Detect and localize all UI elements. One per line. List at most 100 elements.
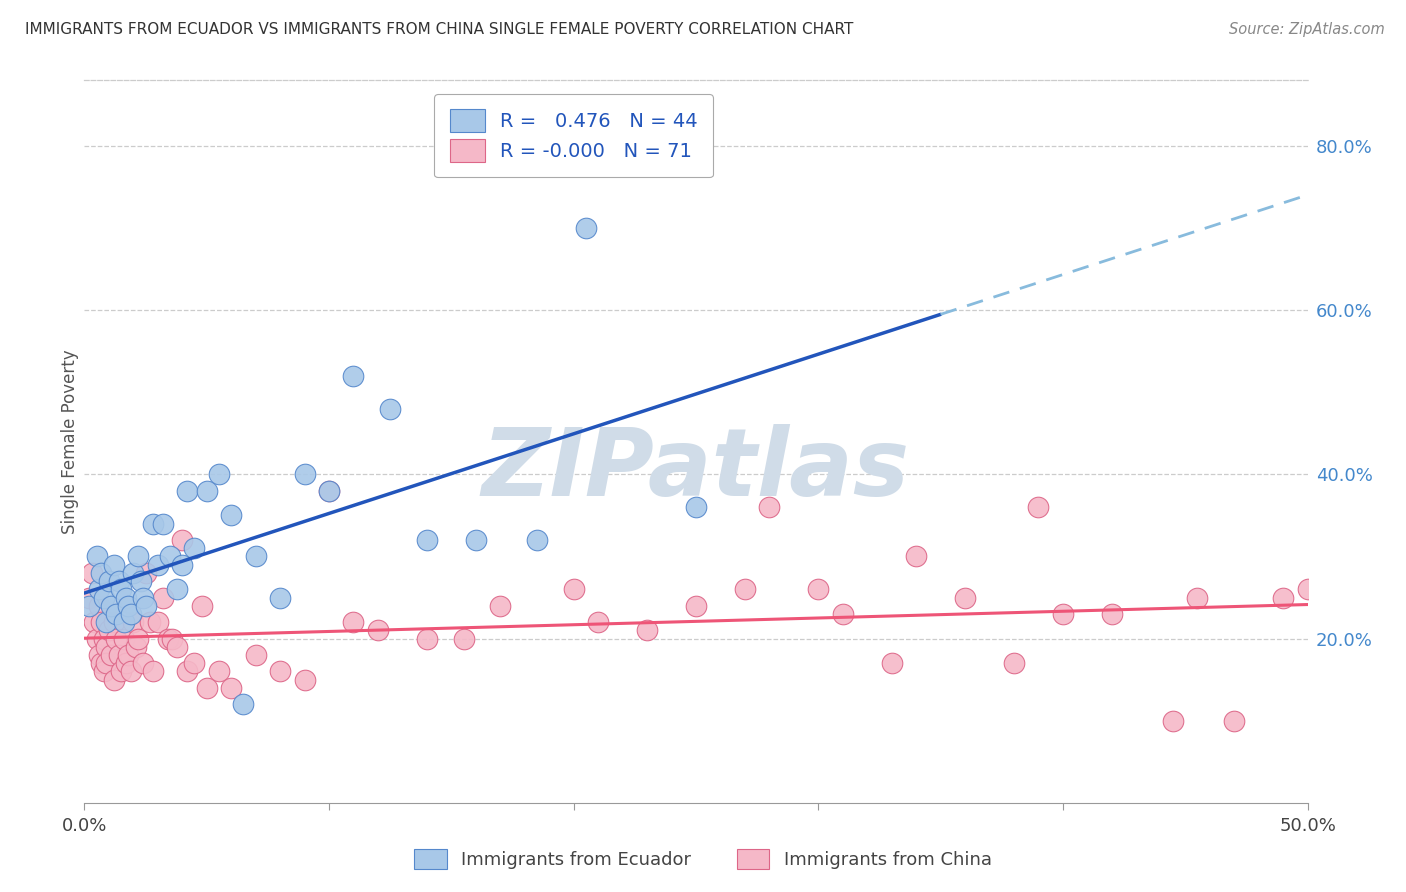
Point bbox=[489, 599, 512, 613]
Point bbox=[112, 615, 135, 630]
Point bbox=[172, 558, 194, 572]
Point bbox=[685, 500, 707, 515]
Point bbox=[96, 640, 118, 654]
Point bbox=[115, 591, 138, 605]
Point bbox=[166, 582, 188, 597]
Point bbox=[1187, 591, 1209, 605]
Point bbox=[152, 516, 174, 531]
Point bbox=[105, 607, 128, 621]
Point bbox=[127, 549, 149, 564]
Point bbox=[195, 681, 218, 695]
Point bbox=[269, 591, 291, 605]
Point bbox=[318, 483, 340, 498]
Point bbox=[195, 483, 218, 498]
Point bbox=[93, 632, 115, 646]
Point bbox=[93, 665, 115, 679]
Point bbox=[120, 607, 142, 621]
Text: IMMIGRANTS FROM ECUADOR VS IMMIGRANTS FROM CHINA SINGLE FEMALE POVERTY CORRELATI: IMMIGRANTS FROM ECUADOR VS IMMIGRANTS FR… bbox=[25, 22, 853, 37]
Point bbox=[117, 599, 139, 613]
Point bbox=[103, 673, 125, 687]
Point bbox=[139, 615, 162, 630]
Point bbox=[342, 368, 364, 383]
Point bbox=[132, 657, 155, 671]
Point bbox=[1296, 582, 1319, 597]
Point bbox=[152, 591, 174, 605]
Point bbox=[90, 566, 112, 580]
Point bbox=[905, 549, 928, 564]
Point bbox=[232, 698, 254, 712]
Point bbox=[685, 599, 707, 613]
Point bbox=[146, 615, 169, 630]
Point bbox=[208, 665, 231, 679]
Point bbox=[294, 673, 316, 687]
Point bbox=[96, 657, 118, 671]
Point bbox=[127, 632, 149, 646]
Point bbox=[80, 566, 103, 580]
Point bbox=[156, 632, 179, 646]
Point bbox=[103, 615, 125, 630]
Point bbox=[1272, 591, 1295, 605]
Point bbox=[318, 483, 340, 498]
Point bbox=[575, 221, 598, 235]
Point bbox=[90, 657, 112, 671]
Point bbox=[103, 558, 125, 572]
Point bbox=[831, 607, 853, 621]
Point bbox=[100, 648, 122, 662]
Point bbox=[191, 599, 214, 613]
Point bbox=[1028, 500, 1050, 515]
Point bbox=[245, 648, 267, 662]
Legend: Immigrants from Ecuador, Immigrants from China: Immigrants from Ecuador, Immigrants from… bbox=[405, 839, 1001, 879]
Point bbox=[1002, 657, 1025, 671]
Point bbox=[219, 681, 242, 695]
Point bbox=[90, 615, 112, 630]
Text: Source: ZipAtlas.com: Source: ZipAtlas.com bbox=[1229, 22, 1385, 37]
Point bbox=[120, 665, 142, 679]
Text: ZIPatlas: ZIPatlas bbox=[482, 425, 910, 516]
Point bbox=[115, 657, 138, 671]
Point bbox=[367, 624, 389, 638]
Point bbox=[1161, 714, 1184, 728]
Point bbox=[183, 657, 205, 671]
Point bbox=[159, 549, 181, 564]
Y-axis label: Single Female Poverty: Single Female Poverty bbox=[62, 350, 80, 533]
Point bbox=[97, 624, 120, 638]
Point bbox=[176, 665, 198, 679]
Point bbox=[77, 599, 100, 613]
Point bbox=[464, 533, 486, 547]
Point bbox=[416, 632, 439, 646]
Point bbox=[87, 648, 110, 662]
Point bbox=[245, 549, 267, 564]
Point bbox=[1101, 607, 1123, 621]
Point bbox=[562, 582, 585, 597]
Point bbox=[416, 533, 439, 547]
Point bbox=[110, 582, 132, 597]
Point bbox=[83, 615, 105, 630]
Point bbox=[294, 467, 316, 482]
Point bbox=[96, 615, 118, 630]
Point bbox=[142, 516, 165, 531]
Point bbox=[129, 574, 152, 588]
Point bbox=[122, 615, 145, 630]
Point bbox=[146, 558, 169, 572]
Point bbox=[86, 549, 108, 564]
Point bbox=[93, 591, 115, 605]
Point bbox=[183, 541, 205, 556]
Point bbox=[758, 500, 780, 515]
Point bbox=[105, 632, 128, 646]
Point bbox=[162, 632, 184, 646]
Point bbox=[269, 665, 291, 679]
Point bbox=[135, 566, 157, 580]
Point bbox=[176, 483, 198, 498]
Point bbox=[107, 648, 129, 662]
Point bbox=[342, 615, 364, 630]
Point bbox=[125, 640, 148, 654]
Point bbox=[166, 640, 188, 654]
Point bbox=[135, 599, 157, 613]
Point bbox=[953, 591, 976, 605]
Point bbox=[1223, 714, 1246, 728]
Point bbox=[453, 632, 475, 646]
Point bbox=[380, 401, 402, 416]
Point bbox=[526, 533, 548, 547]
Point bbox=[107, 574, 129, 588]
Point bbox=[636, 624, 658, 638]
